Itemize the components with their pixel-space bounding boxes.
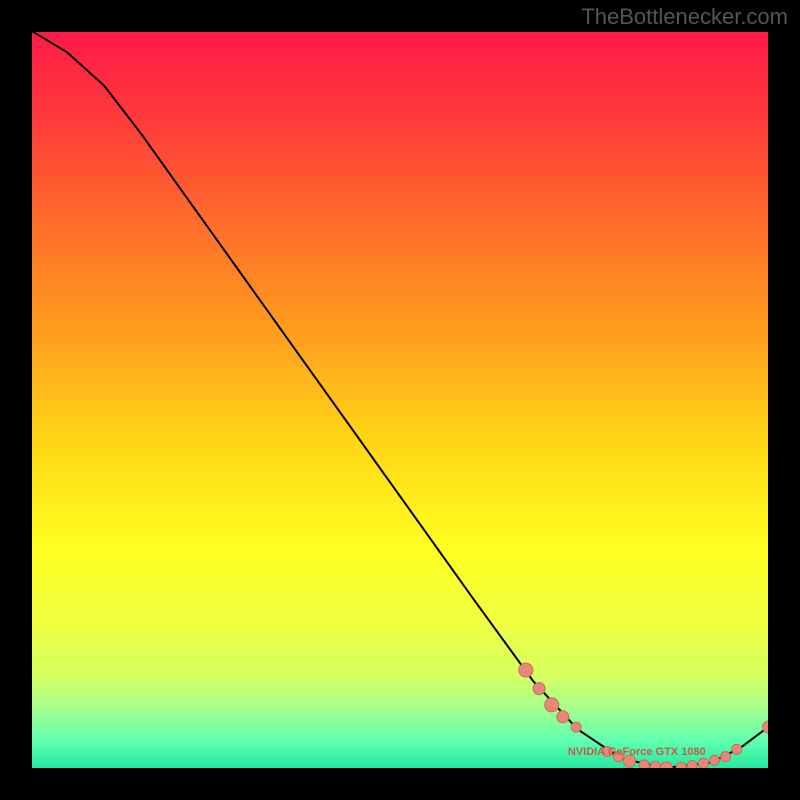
watermark-text: TheBottlenecker.com <box>581 4 788 30</box>
chart-svg: NVIDIA GeForce GTX 1080 <box>30 30 770 770</box>
data-point <box>533 683 545 695</box>
data-point <box>557 711 569 723</box>
data-point <box>698 758 708 768</box>
chart-container: NVIDIA GeForce GTX 1080 <box>30 30 770 770</box>
chart-background <box>30 30 770 770</box>
data-point <box>571 722 581 732</box>
data-point <box>732 744 742 754</box>
data-point <box>519 663 533 677</box>
data-point <box>710 755 720 765</box>
gpu-label: NVIDIA GeForce GTX 1080 <box>568 746 706 758</box>
data-point <box>545 698 559 712</box>
data-point <box>721 752 731 762</box>
